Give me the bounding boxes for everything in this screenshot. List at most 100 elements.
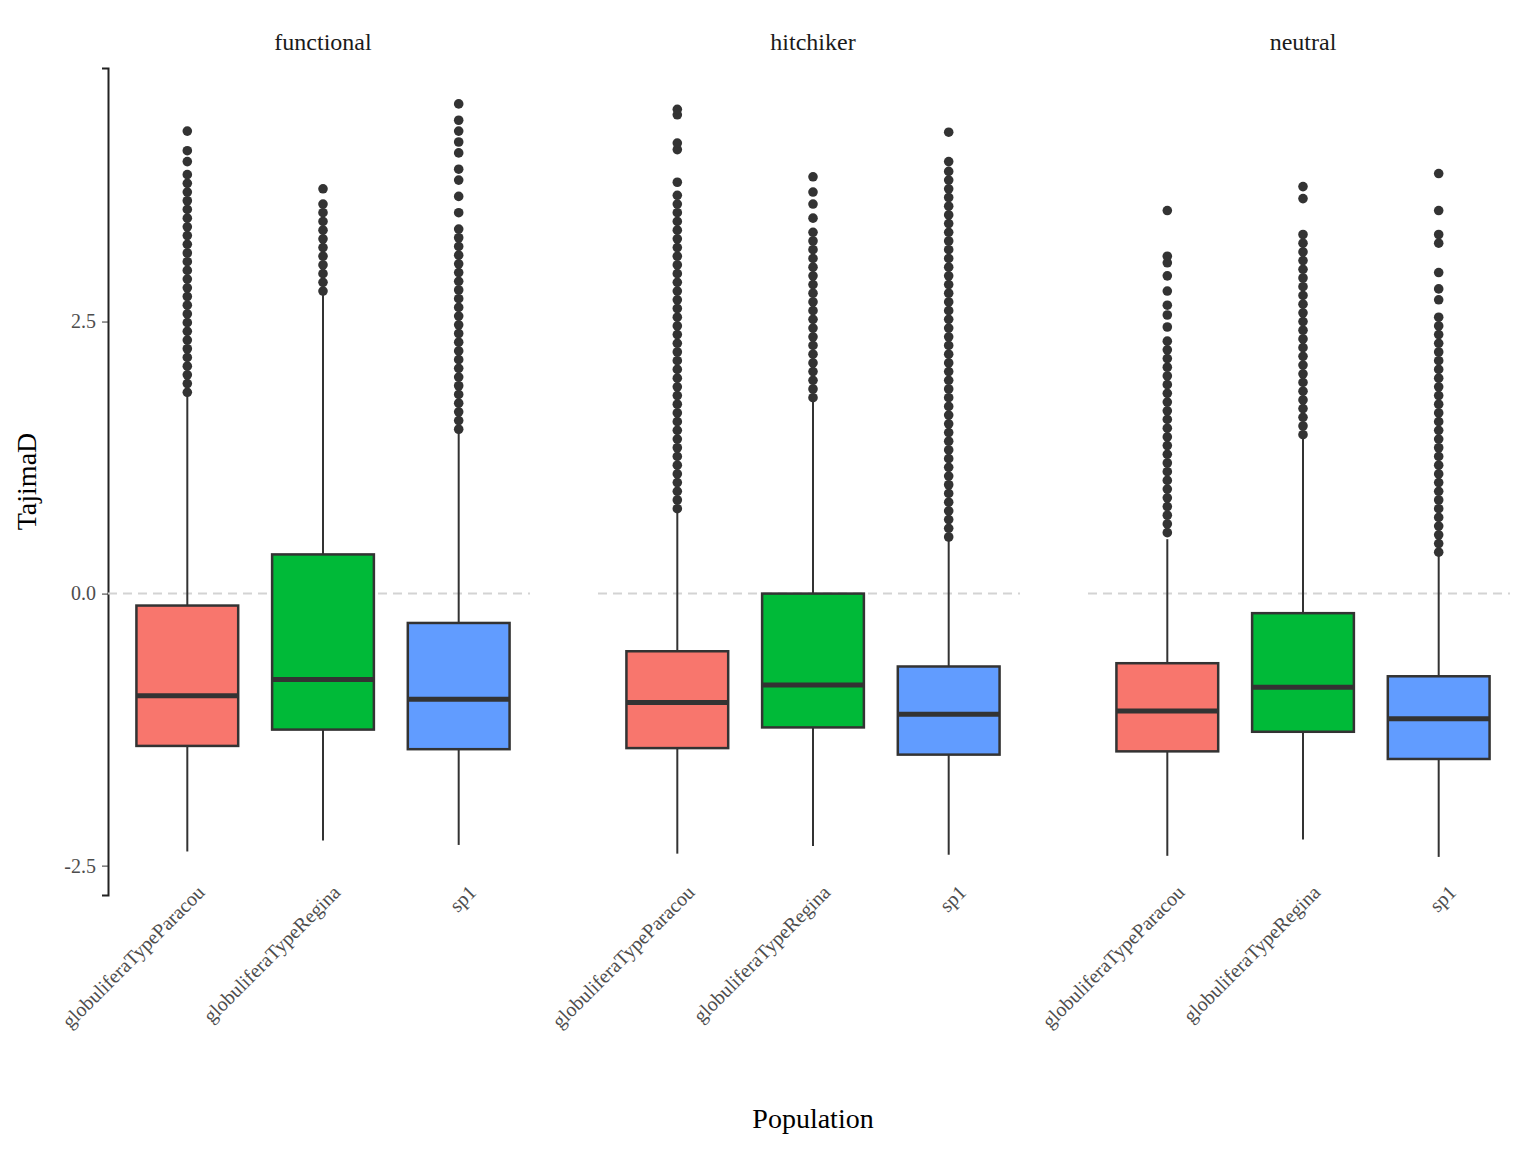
outlier (454, 416, 464, 426)
outlier (673, 217, 683, 227)
outlier (1163, 310, 1173, 320)
outlier (454, 115, 464, 125)
outlier (673, 347, 683, 357)
outlier (1434, 443, 1444, 453)
outlier (808, 236, 818, 246)
outlier (944, 419, 954, 429)
outlier (1434, 521, 1444, 531)
lower-whisker (1438, 759, 1440, 857)
outlier (673, 225, 683, 235)
lower-whisker (948, 755, 950, 855)
outlier (673, 278, 683, 288)
x-tick-label: sp1 (1425, 881, 1461, 917)
box-plot (1388, 169, 1490, 857)
outlier (454, 250, 464, 260)
outlier (1298, 360, 1308, 370)
median (408, 697, 510, 702)
outlier (1163, 423, 1173, 433)
outlier (1434, 513, 1444, 523)
outlier (808, 254, 818, 264)
outlier (454, 192, 464, 202)
y-tick-mark (102, 866, 108, 867)
outlier (1434, 347, 1444, 357)
outlier (1434, 547, 1444, 557)
outlier (1298, 386, 1308, 396)
outlier (1298, 334, 1308, 344)
box (1388, 676, 1490, 759)
outlier (1434, 373, 1444, 383)
outlier (183, 309, 193, 319)
outlier (1434, 469, 1444, 479)
outlier (183, 327, 193, 337)
outlier (1163, 406, 1173, 416)
x-tick-label: globuliferaTypeRegina (199, 881, 346, 1028)
outlier (1298, 421, 1308, 431)
outlier (183, 344, 193, 354)
outlier (1163, 371, 1173, 381)
outlier (454, 381, 464, 391)
outlier (1434, 169, 1444, 179)
outlier (1434, 295, 1444, 305)
outlier (183, 231, 193, 241)
outlier (673, 260, 683, 270)
outlier (673, 495, 683, 505)
outlier (673, 251, 683, 261)
x-tick: sp1 (1425, 875, 1461, 917)
outlier (1298, 230, 1308, 240)
box-plot (136, 126, 238, 851)
outlier (454, 355, 464, 365)
outlier (808, 367, 818, 377)
outlier (673, 269, 683, 279)
outlier (1434, 321, 1444, 331)
outlier (673, 426, 683, 436)
outlier (1434, 426, 1444, 436)
outlier (944, 532, 954, 542)
chart: -2.50.02.5functionalglobuliferaTypeParac… (0, 0, 1536, 1152)
x-tick-label: globuliferaTypeParacou (548, 881, 700, 1033)
outlier (1163, 493, 1173, 503)
outlier (944, 463, 954, 473)
panel: hitchikerglobuliferaTypeParacouglobulife… (548, 29, 1025, 1033)
outlier (1163, 362, 1173, 372)
outlier (1163, 336, 1173, 346)
outlier (944, 323, 954, 333)
outlier (318, 234, 328, 244)
outlier (318, 260, 328, 270)
x-tick: sp1 (935, 875, 971, 917)
outlier (1163, 322, 1173, 332)
outlier (673, 382, 683, 392)
outlier (454, 175, 464, 185)
x-tick: globuliferaTypeParacou (548, 875, 700, 1033)
outlier (944, 506, 954, 516)
outlier (318, 269, 328, 279)
outlier (808, 199, 818, 209)
x-axis: globuliferaTypeParacouglobuliferaTypeReg… (1038, 875, 1515, 1033)
outlier (1298, 343, 1308, 353)
y-tick: -2.5 (64, 855, 108, 877)
median (626, 700, 728, 705)
outlier (1434, 268, 1444, 278)
box-plot (898, 127, 1000, 854)
outlier (318, 278, 328, 288)
facet-title: functional (274, 29, 372, 55)
facet-title: neutral (1270, 29, 1337, 55)
outlier (1434, 284, 1444, 294)
outlier (454, 276, 464, 286)
outlier (944, 471, 954, 481)
outlier (454, 337, 464, 347)
outlier (454, 329, 464, 339)
outlier (808, 376, 818, 386)
box-plot (626, 105, 728, 854)
y-tick-mark (102, 594, 108, 595)
outlier (944, 445, 954, 455)
outlier (183, 300, 193, 310)
upper-whisker (948, 539, 950, 666)
outlier (1163, 300, 1173, 310)
box-plot (272, 184, 374, 841)
outlier (1298, 238, 1308, 248)
x-tick-label: globuliferaTypeParacou (58, 881, 210, 1033)
outlier (944, 497, 954, 507)
outlier (808, 297, 818, 307)
plot-area (1088, 169, 1510, 857)
outlier (673, 191, 683, 201)
